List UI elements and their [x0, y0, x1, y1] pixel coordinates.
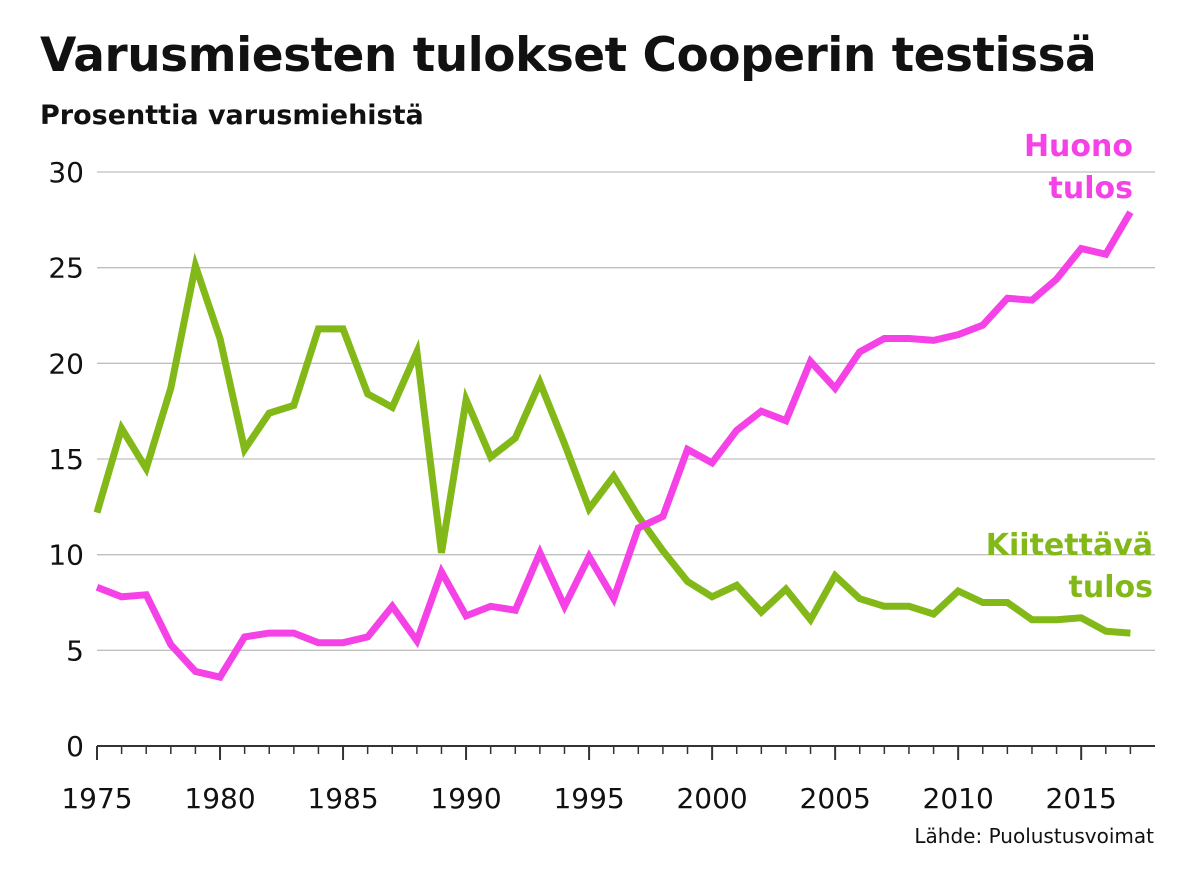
- series-labels: Huono tulos Kiitettävä tulos: [986, 129, 1153, 605]
- series-label-1: Kiitettävä tulos: [986, 528, 1153, 605]
- y-tick-label-0: 0: [66, 730, 84, 763]
- x-tick-label-2010: 2010: [923, 782, 994, 815]
- y-tick-label-20: 20: [48, 347, 84, 380]
- series-label-0: Huono tulos: [1024, 129, 1133, 206]
- x-tick-label-1995: 1995: [553, 782, 624, 815]
- x-tick-labels: 1975 1980 1985 1990 1995 2000 2005 2010 2015: [61, 782, 1116, 815]
- x-tick-label-1975: 1975: [61, 782, 132, 815]
- x-tick-label-1985: 1985: [307, 782, 378, 815]
- series-line-0: [95, 210, 1134, 682]
- y-tick-label-25: 25: [48, 252, 84, 285]
- x-axis: [96, 745, 1155, 760]
- x-tick-label-1990: 1990: [430, 782, 501, 815]
- x-tick-label-2000: 2000: [676, 782, 747, 815]
- chart-subtitle: Prosenttia varusmiehistä: [40, 100, 424, 131]
- series-line-1: [93, 252, 1131, 637]
- series-lines: [93, 210, 1134, 682]
- chart-title: Varusmiesten tulokset Cooperin testissä: [40, 28, 1097, 83]
- x-tick-label-2015: 2015: [1046, 782, 1117, 815]
- gridlines: [97, 171, 1155, 651]
- x-tick-label-1980: 1980: [184, 782, 255, 815]
- y-tick-label-15: 15: [48, 443, 84, 476]
- y-tick-labels: 0 5 10 15 20 25 30: [48, 156, 84, 763]
- source-note: Lähde: Puolustusvoimat: [914, 824, 1154, 848]
- y-tick-label-10: 10: [48, 539, 84, 572]
- y-tick-label-5: 5: [66, 634, 84, 667]
- x-tick-label-2005: 2005: [800, 782, 871, 815]
- y-tick-label-30: 30: [48, 156, 84, 189]
